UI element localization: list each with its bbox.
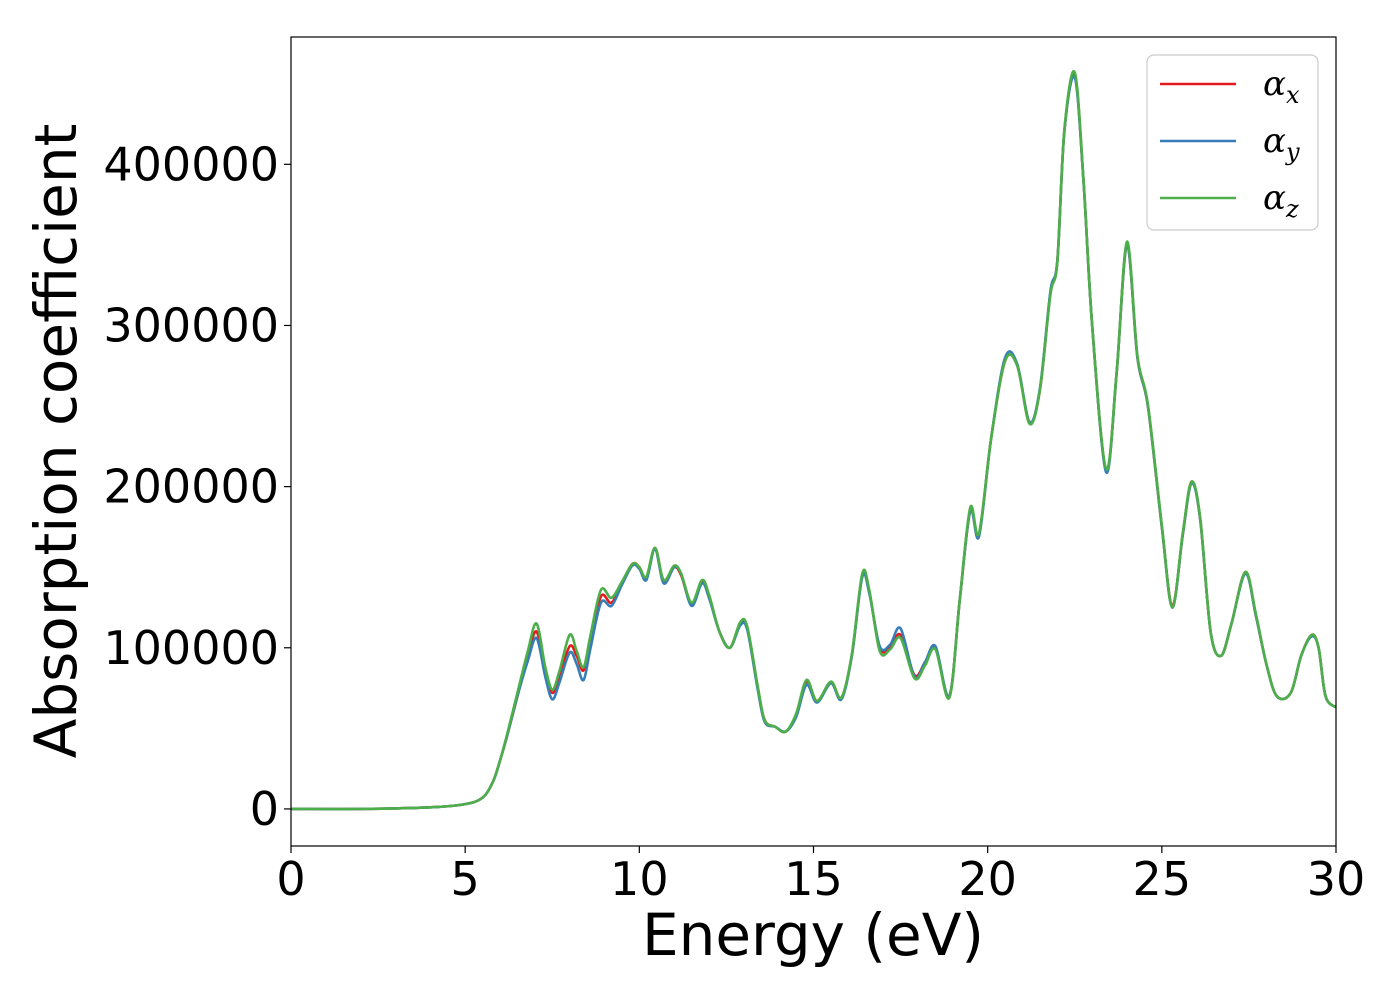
legend-symbol: α [1263,64,1286,104]
y-axis: 0 100000 200000 300000 400000 [103,137,291,836]
y-axis-title: Absorption coefficient [22,124,90,759]
x-tick-label: 0 [276,852,305,906]
legend-symbol: α [1263,121,1286,161]
x-tick-label: 10 [610,852,669,906]
legend-subscript: z [1285,195,1299,223]
legend-label-x: αx [1263,64,1300,109]
y-tick-label: 400000 [103,137,279,191]
legend-box [1146,54,1319,231]
legend-label-y: αy [1263,121,1300,166]
y-tick-label: 300000 [103,298,279,352]
x-axis: 0 5 10 15 20 25 30 [276,846,1365,906]
plot-area [291,69,1336,811]
legend-symbol: α [1263,178,1286,218]
series-line-z [291,69,1336,811]
x-tick-label: 30 [1307,852,1366,906]
x-tick-label: 25 [1133,852,1192,906]
x-tick-label: 20 [958,852,1017,906]
legend-label-z: αz [1263,178,1299,223]
y-tick-label: 100000 [103,621,279,675]
legend-subscript: y [1285,138,1300,166]
y-tick-label: 0 [250,782,279,836]
y-tick-label: 200000 [103,460,279,514]
x-tick-label: 5 [451,852,480,906]
legend-subscript: x [1286,81,1300,109]
x-tick-label: 15 [784,852,843,906]
x-axis-title: Energy (eV) [642,901,984,969]
